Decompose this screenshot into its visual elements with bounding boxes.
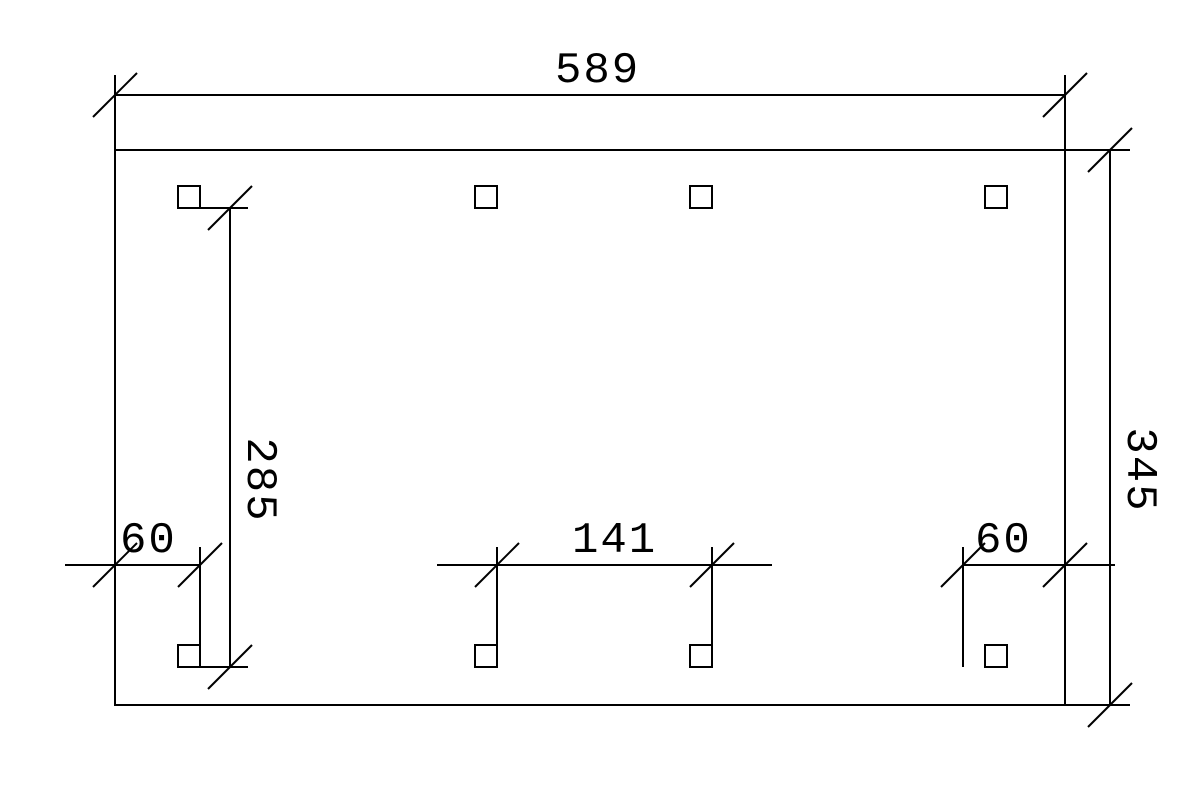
post-marker [178, 186, 200, 208]
dim-label-top: 589 [555, 46, 640, 96]
post-marker [985, 645, 1007, 667]
post-marker [475, 645, 497, 667]
dim-label-right: 345 [1114, 427, 1164, 512]
dim-label-inner-v: 285 [234, 437, 284, 522]
post-marker [985, 186, 1007, 208]
post-marker [690, 186, 712, 208]
post-marker [690, 645, 712, 667]
dim-label-left60: 60 [120, 516, 177, 566]
post-marker [178, 645, 200, 667]
post-marker [475, 186, 497, 208]
dim-label-mid141: 141 [572, 516, 657, 566]
dim-label-right60: 60 [975, 516, 1032, 566]
outline-rect [115, 150, 1065, 705]
technical-drawing: 589 345 285 60 141 60 [0, 0, 1200, 800]
